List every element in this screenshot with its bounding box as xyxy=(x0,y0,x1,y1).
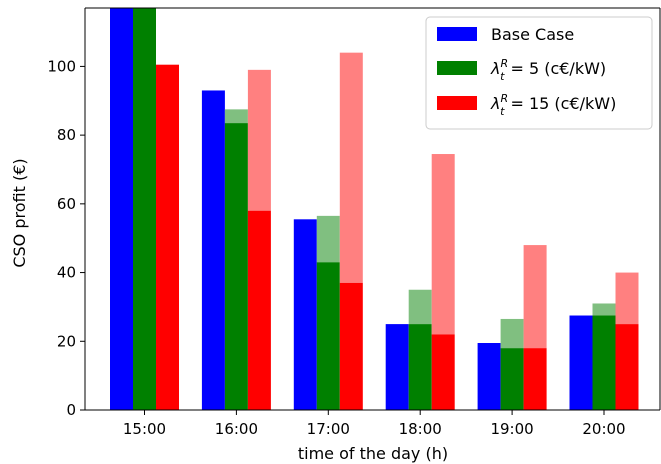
bar-l5-range-1700 xyxy=(316,215,340,263)
axes-layer: 0 20 40 60 80 100 15:00 16:00 17:00 18:00 19:00 20:… xyxy=(47,7,661,438)
lambda-superscript: R xyxy=(500,92,508,105)
x-tick-label: 17:00 xyxy=(307,420,350,438)
bar-l15-1900 xyxy=(523,348,547,410)
legend-frame xyxy=(425,16,653,130)
bar-l15-1600 xyxy=(247,210,271,410)
y-tick-label: 0 xyxy=(66,401,76,419)
lambda-subscript: t xyxy=(500,70,505,83)
y-tick-label: 20 xyxy=(57,332,76,350)
y-tick-label: 80 xyxy=(57,126,76,144)
bars-layer xyxy=(110,8,639,410)
x-axis-label: time of the day (h) xyxy=(298,444,448,463)
y-tick-label: 100 xyxy=(47,57,76,75)
bar-base-1700 xyxy=(293,219,317,410)
bar-l5-1500 xyxy=(133,8,156,410)
bar-l15-range-2000 xyxy=(615,272,639,325)
bar-l15-2000 xyxy=(615,324,639,410)
x-tick-label: 15:00 xyxy=(123,420,166,438)
bar-l5-1700 xyxy=(316,262,340,410)
legend-swatch-lambda5 xyxy=(437,61,477,75)
x-tick-label: 18:00 xyxy=(399,420,442,438)
lambda-superscript: R xyxy=(500,57,508,70)
bar-l15-range-1700 xyxy=(339,52,363,283)
y-tick-label: 60 xyxy=(57,195,76,213)
bar-l15-1700 xyxy=(339,282,363,410)
legend-swatch-lambda15 xyxy=(437,96,477,110)
bar-l5-range-1800 xyxy=(408,289,432,325)
bar-base-1600 xyxy=(201,90,225,410)
lambda-symbol: λ xyxy=(490,94,500,113)
legend-swatch-base xyxy=(437,27,477,41)
y-axis-label: CSO profit (€) xyxy=(10,158,29,267)
bar-l5-range-1600 xyxy=(224,109,248,124)
bar-l15-range-1900 xyxy=(523,245,547,349)
bar-l5-1600 xyxy=(224,123,248,410)
x-tick-label: 19:00 xyxy=(490,420,533,438)
bar-l5-1900 xyxy=(500,348,524,410)
bar-l15-1500 xyxy=(156,64,179,410)
x-tick-label: 20:00 xyxy=(582,420,625,438)
legend-label-lambda5-text: = 5 (c€/kW) xyxy=(510,59,606,78)
bar-l5-range-1900 xyxy=(500,318,524,349)
y-tick-label: 40 xyxy=(57,264,76,282)
bar-l15-range-1800 xyxy=(431,154,455,335)
legend-label-lambda5: λR t = 5 (c€/kW) xyxy=(490,57,606,83)
bar-base-1800 xyxy=(385,324,409,410)
legend-label-base: Base Case xyxy=(491,25,574,44)
legend-label-lambda15: λR t = 15 (c€/kW) xyxy=(490,92,616,118)
bar-base-2000 xyxy=(569,315,593,410)
bar-l15-1800 xyxy=(431,334,455,410)
x-tick-label: 16:00 xyxy=(215,420,258,438)
legend: Base Case λR t = 5 (c€/kW) λR t = 15 (c€/kW) xyxy=(425,16,653,130)
bar-base-1900 xyxy=(477,343,501,410)
legend-label-lambda15-text: = 15 (c€/kW) xyxy=(510,94,616,113)
bar-l5-2000 xyxy=(592,315,616,410)
bar-l15-range-1600 xyxy=(247,69,271,211)
bar-l5-1800 xyxy=(408,324,432,410)
lambda-symbol: λ xyxy=(490,59,500,78)
bar-l5-range-2000 xyxy=(592,303,616,316)
lambda-subscript: t xyxy=(500,105,505,118)
bar-base-1500 xyxy=(110,8,133,410)
